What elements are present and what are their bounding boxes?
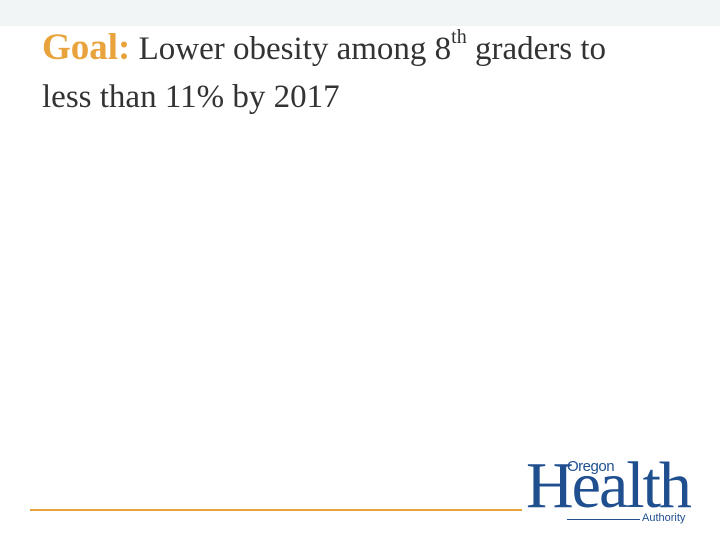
- logo-main: Health: [526, 449, 692, 522]
- logo-bottom: Authority: [642, 512, 686, 524]
- logo-top: Oregon: [567, 458, 615, 475]
- superscript: th: [451, 26, 467, 48]
- title-text: less than 11% by 2017: [42, 79, 340, 115]
- goal-label: Goal:: [42, 27, 131, 68]
- title-text: graders to: [474, 31, 607, 67]
- logo-line: [567, 519, 640, 520]
- slide-title: Goal: Lower obesity among 8th graders to…: [42, 24, 702, 121]
- divider-line: [30, 509, 522, 511]
- title-text: Lower obesity among 8: [138, 31, 452, 67]
- top-bar: [0, 0, 720, 26]
